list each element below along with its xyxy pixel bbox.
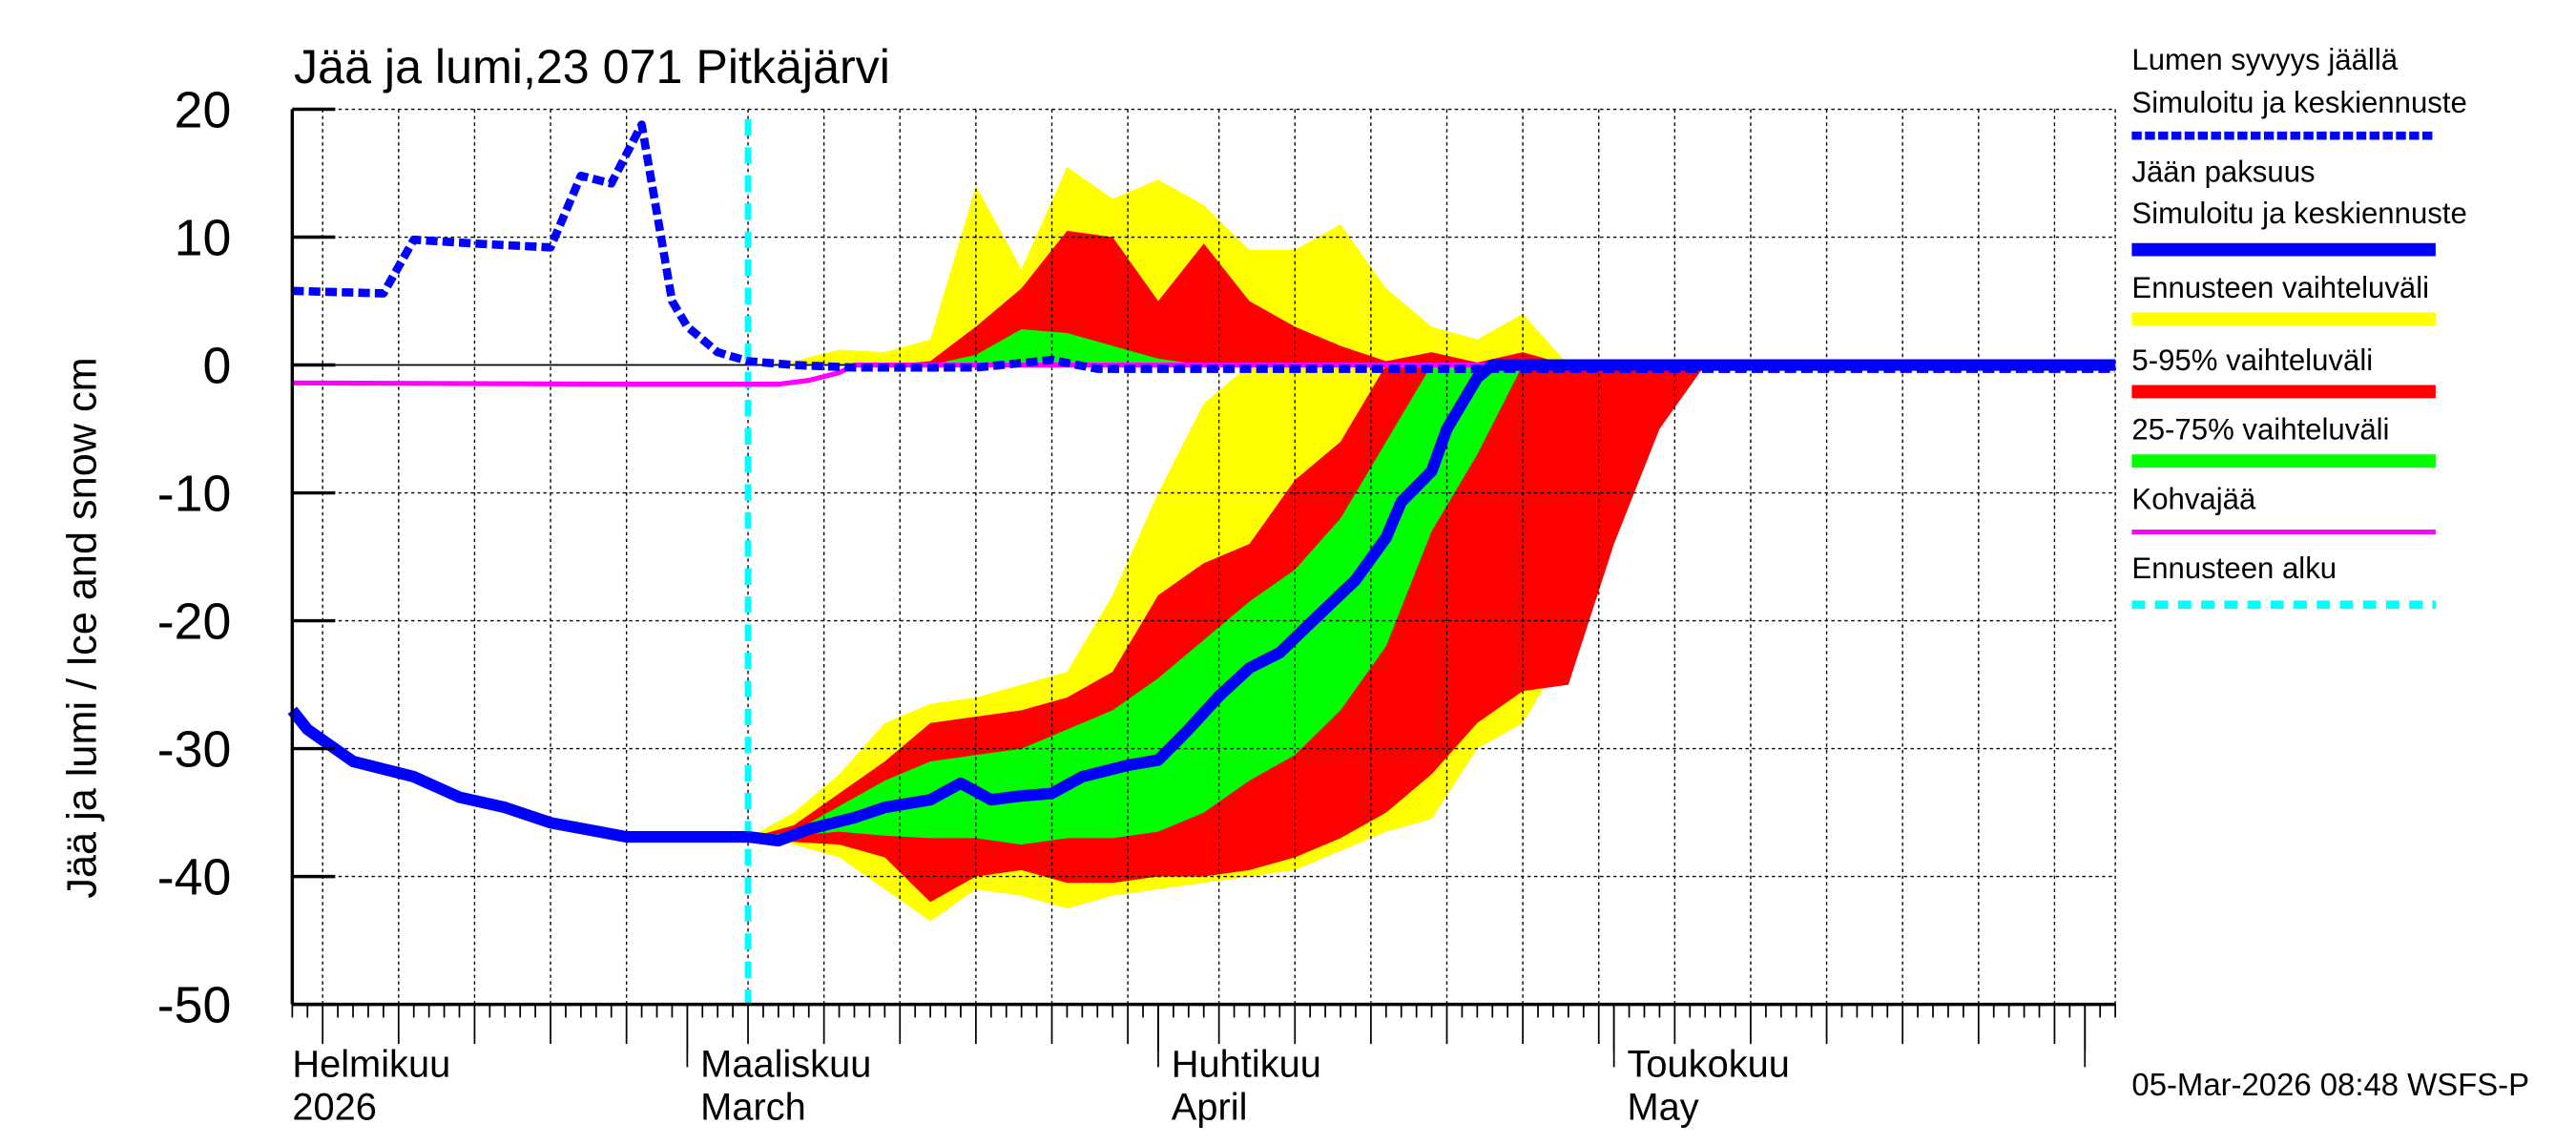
snow-forecast-range-band (748, 166, 1706, 365)
y-tick-label: 20 (175, 82, 232, 139)
legend-5-95: 5-95% vaihteluväli (2131, 344, 2436, 399)
snow-5-95-band (748, 230, 1706, 365)
legend-snow-depth: Lumen syvyys jäällä Simuloitu ja keskienn… (2131, 43, 2467, 140)
y-tick-label: -40 (157, 849, 232, 906)
legend-ice-thickness: Jään paksuus Simuloitu ja keskiennuste (2131, 156, 2467, 257)
month-sublabel: March (700, 1087, 806, 1129)
legend-label: 25-75% vaihteluväli (2131, 413, 2389, 447)
legend: Lumen syvyys jäällä Simuloitu ja keskienn… (2131, 43, 2467, 610)
month-label: Toukokuu (1628, 1044, 1790, 1086)
y-tick-label: 0 (202, 338, 231, 395)
legend-label: Kohvajää (2131, 482, 2256, 515)
y-tick-label: 10 (175, 210, 232, 267)
legend-label: Ennusteen vaihteluväli (2131, 271, 2429, 304)
legend-forecast-range: Ennusteen vaihteluväli (2131, 271, 2436, 326)
month-label: Helmikuu (292, 1044, 450, 1086)
month-sublabel: 2026 (292, 1087, 377, 1129)
y-tick-label: -30 (157, 721, 232, 779)
month-label: Huhtikuu (1172, 1044, 1321, 1086)
chart-title: Jää ja lumi,23 071 Pitkäjärvi (294, 40, 890, 94)
y-tick-label: -20 (157, 593, 232, 651)
snow-depth-line (292, 120, 2116, 373)
legend-slush-ice: Kohvajää (2131, 482, 2436, 535)
ice-thickness-line (287, 359, 2116, 847)
series-layer (287, 118, 2116, 1005)
legend-label: 5-95% vaihteluväli (2131, 344, 2373, 377)
legend-sublabel: Simuloitu ja keskiennuste (2131, 197, 2466, 230)
legend-forecast-start: Ennusteen alku (2131, 552, 2436, 610)
legend-sublabel: Simuloitu ja keskiennuste (2131, 86, 2466, 119)
month-sublabel: April (1172, 1087, 1248, 1129)
y-tick-label: -50 (157, 977, 232, 1034)
legend-label: Lumen syvyys jäällä (2131, 43, 2398, 76)
month-label: Maaliskuu (700, 1044, 871, 1086)
footer-timestamp: 05-Mar-2026 08:48 WSFS-P (2131, 1067, 2529, 1102)
legend-label: Jään paksuus (2131, 156, 2315, 189)
snow-25-75-band (748, 329, 1706, 365)
legend-25-75: 25-75% vaihteluväli (2131, 413, 2436, 468)
y-axis-label: Jää ja lumi / Ice and snow cm (59, 357, 105, 898)
y-tick-label: -10 (157, 466, 232, 523)
month-sublabel: May (1628, 1087, 1699, 1129)
legend-label: Ennusteen alku (2131, 552, 2337, 585)
